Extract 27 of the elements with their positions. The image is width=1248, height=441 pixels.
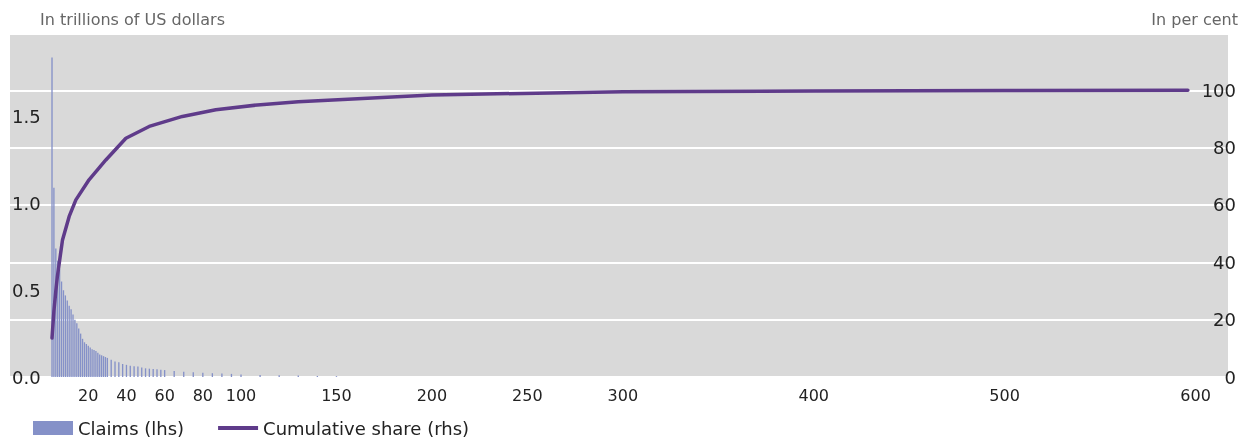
y2-tick-label: 0	[1224, 366, 1236, 388]
legend-label: Claims (lhs)	[78, 417, 185, 439]
x-tick-label: 200	[416, 385, 448, 405]
x-tick-label: 20	[78, 385, 99, 405]
y-tick-label: 1.5	[12, 106, 41, 128]
line-series	[50, 88, 1190, 340]
legend-label: Cumulative share (rhs)	[263, 417, 470, 439]
y-tick-label: 1.0	[12, 192, 41, 214]
x-tick-label: 600	[1180, 385, 1211, 405]
y-tick-label: 0.0	[12, 366, 41, 388]
x-tick-label: 500	[989, 385, 1020, 405]
x-tick-label: 150	[321, 385, 352, 405]
y2-tick-label: 20	[1213, 309, 1236, 331]
x-tick-label: 300	[607, 385, 639, 405]
x-tick-label: 80	[192, 385, 213, 405]
y-axis-title: In trillions of US dollars	[40, 9, 226, 29]
y2-tick-label: 100	[1201, 79, 1236, 101]
y2-axis-title: In per cent	[1151, 9, 1238, 29]
y2-tick-label: 40	[1213, 251, 1236, 273]
x-tick-label: 40	[116, 385, 137, 405]
x-tick-label: 60	[154, 385, 175, 405]
y-tick-label: 0.5	[12, 279, 41, 301]
y2-tick-label: 80	[1213, 137, 1236, 159]
x-tick-label: 250	[512, 385, 543, 405]
x-tick-label: 100	[225, 385, 257, 405]
x-tick-label: 400	[798, 385, 829, 405]
y2-tick-label: 60	[1213, 194, 1236, 216]
